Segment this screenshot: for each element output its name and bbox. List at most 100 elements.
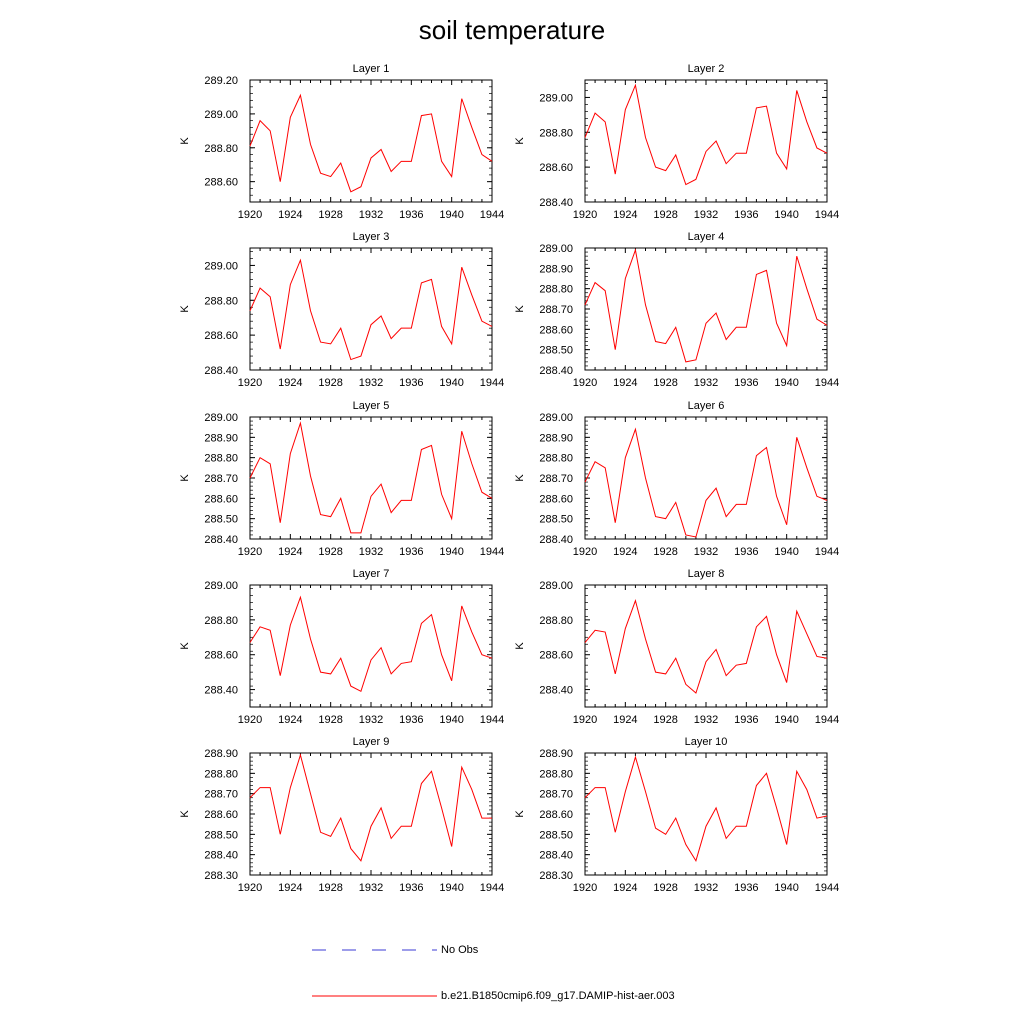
- y-tick-label: 288.60: [539, 809, 573, 821]
- y-tick-label: 289.00: [204, 580, 238, 592]
- x-tick-label: 1940: [439, 882, 463, 894]
- panel-layer-3: Layer 3 K 1920 1924 1928 1932 1936 1940 1944 289.…: [179, 231, 504, 389]
- y-axis-label: K: [179, 474, 191, 482]
- y-tick-label: 288.40: [204, 850, 238, 862]
- x-tick-label: 1940: [439, 209, 463, 221]
- x-tick-label: 1940: [439, 546, 463, 558]
- y-axis-label: K: [179, 305, 191, 313]
- y-tick-label: 288.60: [204, 177, 238, 189]
- x-tick-label: 1944: [480, 546, 504, 558]
- x-tick-label: 1940: [439, 714, 463, 726]
- y-tick-label: 288.90: [204, 748, 238, 760]
- panel-layer-2: Layer 2 K 1920 1924 1928 1932 1936 1940 1944 289.…: [514, 63, 839, 221]
- series-line: [584, 83, 828, 186]
- x-tick-label: 1932: [359, 209, 383, 221]
- y-tick-label: 288.50: [204, 514, 238, 526]
- y-tick-label: 288.50: [539, 345, 573, 357]
- y-tick-label: 288.90: [539, 263, 573, 275]
- x-tick-label: 1928: [653, 546, 677, 558]
- x-tick-label: 1924: [613, 714, 637, 726]
- x-tick-label: 1940: [774, 377, 798, 389]
- x-tick-label: 1944: [815, 546, 839, 558]
- x-tick-label: 1924: [278, 209, 302, 221]
- series-line: [584, 427, 828, 538]
- x-tick-label: 1944: [815, 209, 839, 221]
- y-axis-label: K: [514, 474, 526, 482]
- x-tick-label: 1936: [734, 209, 758, 221]
- panel-title: Layer 4: [688, 231, 725, 243]
- plot-frame: [584, 416, 828, 540]
- panel-title: Layer 9: [353, 736, 390, 748]
- y-tick-label: 288.70: [204, 473, 238, 485]
- panel-layer-4: Layer 4 K 1920 1924 1928 1932 1936 1940 1944 289.…: [514, 231, 839, 389]
- y-tick-label: 288.60: [204, 809, 238, 821]
- panel-title: Layer 5: [353, 400, 390, 412]
- x-tick-label: 1936: [734, 377, 758, 389]
- y-tick-label: 288.80: [204, 143, 238, 155]
- y-tick-label: 288.40: [204, 365, 238, 377]
- x-tick-label: 1932: [359, 882, 383, 894]
- x-tick-label: 1932: [359, 546, 383, 558]
- y-tick-label: 288.70: [204, 789, 238, 801]
- x-tick-label: 1924: [278, 546, 302, 558]
- y-tick-label: 288.70: [539, 789, 573, 801]
- x-tick-label: 1924: [613, 546, 637, 558]
- x-tick-label: 1936: [734, 882, 758, 894]
- y-axis-label: K: [514, 305, 526, 313]
- x-tick-label: 1928: [653, 209, 677, 221]
- x-tick-label: 1936: [734, 714, 758, 726]
- y-tick-label: 288.40: [204, 534, 238, 546]
- x-tick-label: 1920: [238, 882, 262, 894]
- y-tick-label: 288.80: [539, 615, 573, 627]
- x-tick-label: 1940: [774, 714, 798, 726]
- y-tick-label: 288.70: [539, 304, 573, 316]
- y-axis-label: K: [514, 810, 526, 818]
- x-tick-label: 1944: [815, 377, 839, 389]
- panel-layer-7: Layer 7 K 1920 1924 1928 1932 1936 1940 1944 289.…: [179, 568, 504, 726]
- y-tick-label: 288.90: [539, 432, 573, 444]
- y-tick-label: 288.80: [539, 127, 573, 139]
- x-tick-label: 1932: [694, 209, 718, 221]
- x-tick-label: 1932: [359, 714, 383, 726]
- x-tick-label: 1928: [318, 209, 342, 221]
- chart-title: soil temperature: [418, 15, 606, 45]
- series-line: [249, 753, 492, 862]
- y-tick-label: 288.60: [204, 493, 238, 505]
- panel-layer-9: Layer 9 K 1920 1924 1928 1932 1936 1940 1944 288.…: [179, 736, 504, 894]
- y-tick-label: 288.40: [204, 685, 238, 697]
- y-tick-label: 288.90: [204, 432, 238, 444]
- x-tick-label: 1920: [573, 546, 597, 558]
- y-tick-label: 288.80: [204, 768, 238, 780]
- y-tick-label: 288.80: [204, 453, 238, 465]
- x-tick-label: 1944: [815, 714, 839, 726]
- y-axis-label: K: [179, 642, 191, 650]
- x-tick-label: 1920: [238, 546, 262, 558]
- series-line: [249, 258, 493, 361]
- panel-title: Layer 6: [688, 400, 725, 412]
- y-tick-label: 288.30: [204, 870, 238, 882]
- x-tick-label: 1932: [694, 714, 718, 726]
- x-tick-label: 1924: [278, 714, 302, 726]
- y-tick-label: 288.80: [539, 284, 573, 296]
- x-tick-label: 1932: [359, 377, 383, 389]
- x-tick-label: 1928: [318, 882, 342, 894]
- x-tick-label: 1920: [238, 209, 262, 221]
- x-tick-label: 1944: [480, 882, 504, 894]
- x-tick-label: 1936: [399, 714, 423, 726]
- x-tick-label: 1936: [399, 546, 423, 558]
- x-tick-label: 1936: [399, 377, 423, 389]
- x-tick-label: 1932: [694, 377, 718, 389]
- panel-title: Layer 1: [353, 63, 390, 75]
- y-tick-label: 288.40: [539, 685, 573, 697]
- series-line: [584, 599, 828, 694]
- x-tick-label: 1928: [318, 377, 342, 389]
- y-tick-label: 289.00: [204, 109, 238, 121]
- x-tick-label: 1924: [278, 882, 302, 894]
- x-tick-label: 1928: [653, 377, 677, 389]
- y-axis-label: K: [179, 137, 191, 145]
- panel-layer-10: Layer 10 K 1920 1924 1928 1932 1936 1940 1944 288…: [514, 736, 839, 894]
- y-tick-label: 288.50: [539, 829, 573, 841]
- y-tick-label: 288.90: [539, 748, 573, 760]
- x-tick-label: 1928: [653, 714, 677, 726]
